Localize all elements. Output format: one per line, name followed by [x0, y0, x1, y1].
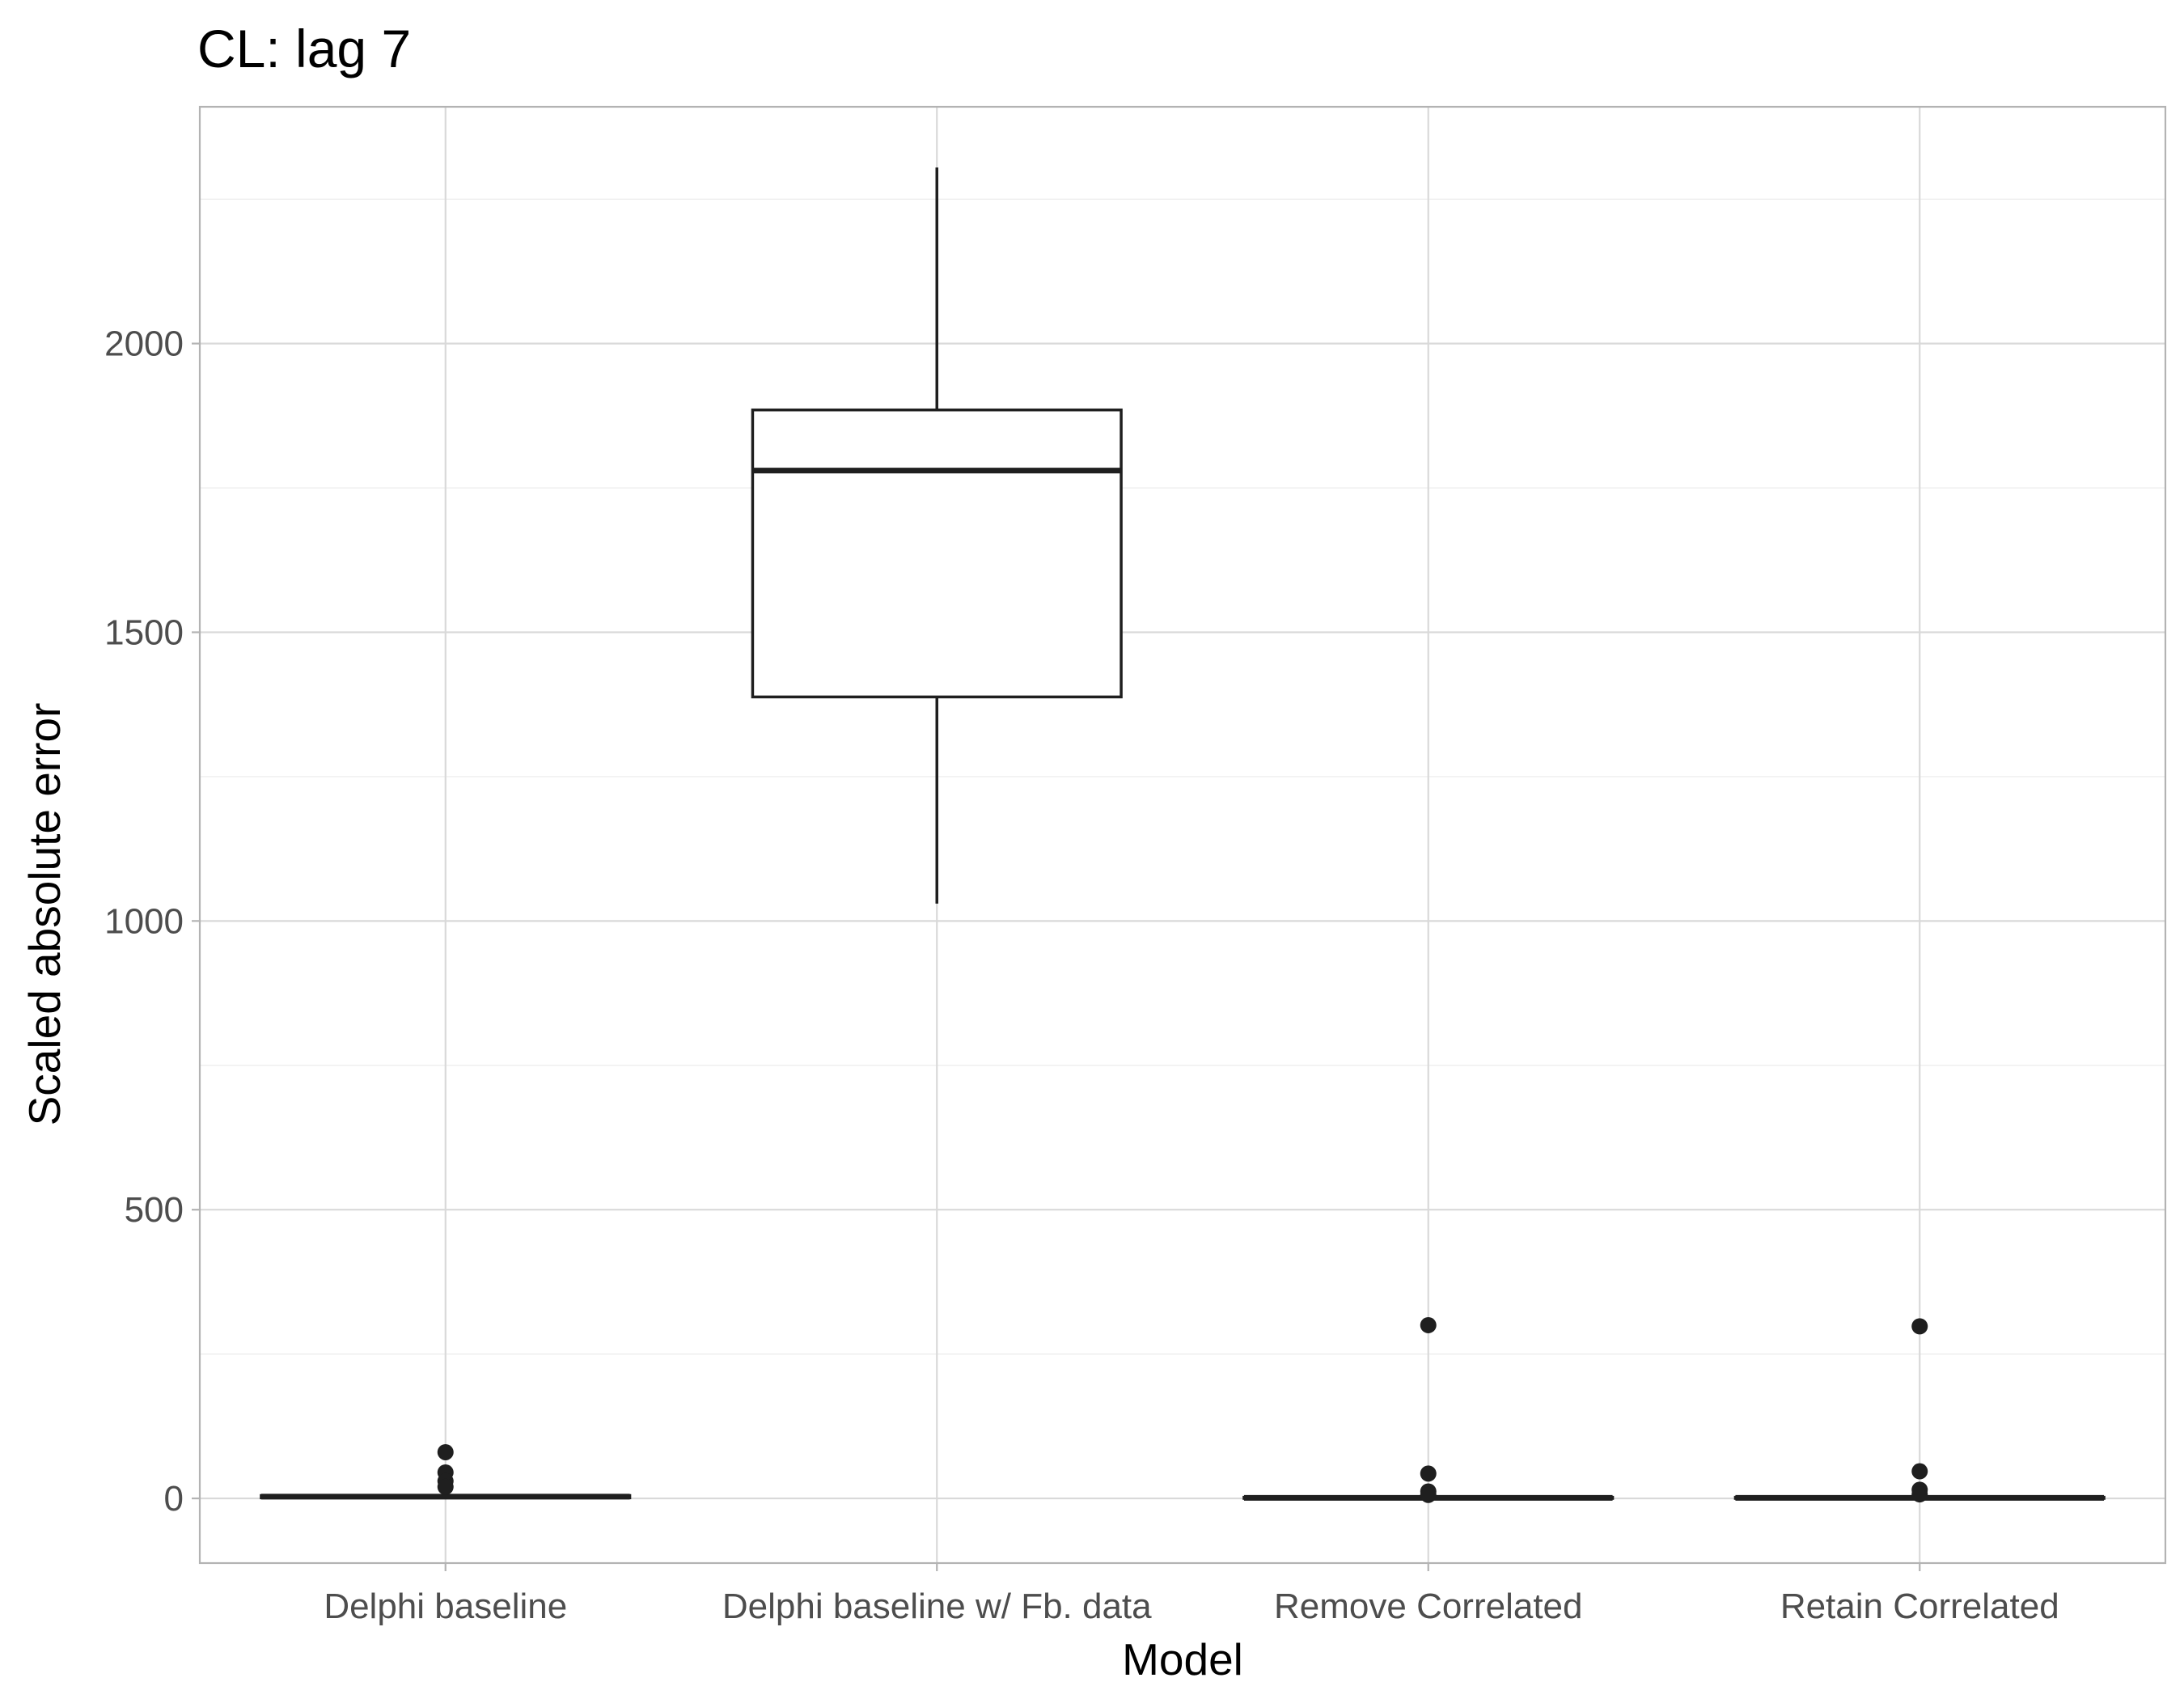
- chart-title: CL: lag 7: [197, 19, 411, 78]
- y-tick-label: 0: [164, 1479, 184, 1519]
- y-axis-title: Scaled absolute error: [19, 703, 70, 1126]
- y-tick-label: 500: [125, 1190, 184, 1230]
- box-group: [1242, 1316, 1615, 1503]
- x-tick-label: Delphi baseline w/ Fb. data: [722, 1587, 1152, 1626]
- outlier-point: [1911, 1486, 1928, 1503]
- outlier-point: [1911, 1463, 1928, 1480]
- panel-border: [198, 105, 2167, 1565]
- y-axis: 0 500 1000 1500 2000: [104, 324, 200, 1519]
- outlier-point: [1420, 1465, 1437, 1482]
- outlier-point: [437, 1443, 454, 1460]
- y-tick-label: 1000: [104, 901, 184, 941]
- outlier-point: [437, 1478, 454, 1495]
- outlier-point: [1420, 1316, 1437, 1333]
- x-tick-label: Retain Correlated: [1780, 1587, 2059, 1626]
- outlier-point: [1911, 1318, 1928, 1335]
- y-tick-label: 1500: [104, 612, 184, 652]
- x-axis: Delphi baseline Delphi baseline w/ Fb. da…: [324, 1563, 2059, 1626]
- iqr-box: [751, 408, 1123, 699]
- x-axis-title: Model: [1122, 1634, 1243, 1684]
- y-tick-label: 2000: [104, 324, 184, 364]
- x-tick-label: Delphi baseline: [324, 1587, 567, 1626]
- box-group: [751, 167, 1123, 904]
- boxes: [260, 167, 2106, 1503]
- box-group: [1733, 1318, 2106, 1503]
- x-tick-label: Remove Correlated: [1274, 1587, 1583, 1626]
- grid: [200, 107, 2165, 1563]
- outlier-point: [1420, 1486, 1437, 1503]
- box-group: [260, 1443, 632, 1500]
